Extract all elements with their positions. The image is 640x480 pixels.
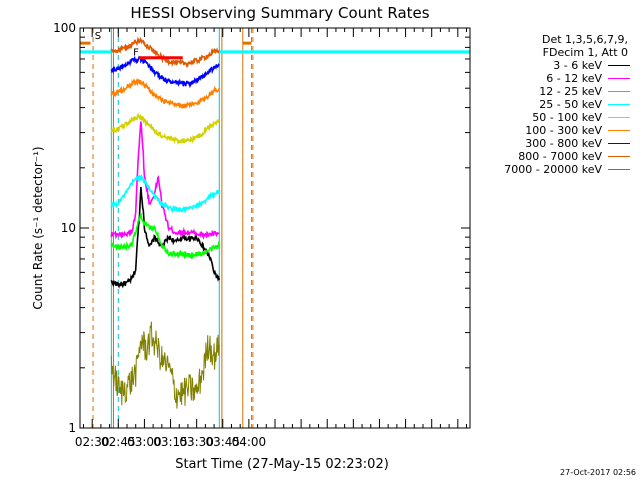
legend-swatch bbox=[608, 65, 630, 66]
legend-label: 12 - 25 keV bbox=[539, 85, 602, 98]
legend-swatch bbox=[608, 156, 630, 157]
annotation-layer: SF bbox=[80, 31, 470, 60]
legend-entry: 7000 - 20000 keV bbox=[470, 163, 630, 176]
series-line-3 bbox=[110, 173, 221, 214]
x-tick-label-0: 02:30 bbox=[75, 435, 110, 449]
legend-swatch bbox=[608, 91, 630, 92]
legend-label: 3 - 6 keV bbox=[553, 59, 602, 72]
flare-flag-label: F bbox=[133, 47, 139, 58]
chart-title: HESSI Observing Summary Count Rates bbox=[130, 4, 429, 22]
legend-swatch bbox=[608, 78, 630, 79]
legend-label: 800 - 7000 keV bbox=[518, 150, 602, 163]
series-line-8 bbox=[110, 321, 220, 409]
y-tick-label-0: 1 bbox=[68, 421, 76, 435]
legend-header-line-2: FDecim 1, Att 0 bbox=[542, 46, 628, 59]
series-line-0 bbox=[110, 186, 221, 289]
legend-entry: 100 - 300 keV bbox=[470, 124, 630, 137]
y-tick-label-2: 100 bbox=[53, 21, 76, 35]
legend-swatch bbox=[608, 143, 630, 144]
legend-label: 300 - 800 keV bbox=[525, 137, 602, 150]
x-axis-label: Start Time (27-May-15 02:23:02) bbox=[175, 457, 389, 472]
legend-entry: 3 - 6 keV bbox=[470, 59, 630, 72]
legend-swatch bbox=[608, 104, 630, 105]
time-interval-bands bbox=[92, 28, 254, 428]
legend-label: 100 - 300 keV bbox=[525, 124, 602, 137]
legend-swatch bbox=[608, 130, 630, 131]
x-tick-label-5: 03:45 bbox=[205, 435, 240, 449]
legend-header-line-1: Det 1,3,5,6,7,9, bbox=[541, 33, 628, 46]
legend-entries: 3 - 6 keV 6 - 12 keV 12 - 25 keV 25 - 50 ke… bbox=[470, 59, 630, 176]
series-line-1 bbox=[110, 121, 220, 241]
legend: Det 1,3,5,6,7,9, FDecim 1, Att 0 3 - 6 k… bbox=[470, 33, 630, 176]
legend-label: 6 - 12 keV bbox=[546, 72, 602, 85]
y-tick-label-1: 10 bbox=[61, 221, 76, 235]
x-tick-label-3: 03:15 bbox=[153, 435, 188, 449]
legend-swatch bbox=[608, 117, 630, 118]
legend-entry: 300 - 800 keV bbox=[470, 137, 630, 150]
legend-label: 25 - 50 keV bbox=[539, 98, 602, 111]
legend-label: 7000 - 20000 keV bbox=[504, 163, 602, 176]
series-layer bbox=[110, 36, 221, 409]
x-tick-label-2: 03:00 bbox=[127, 435, 162, 449]
series-line-4 bbox=[110, 112, 220, 146]
legend-entry: 12 - 25 keV bbox=[470, 85, 630, 98]
legend-entry: 50 - 100 keV bbox=[470, 111, 630, 124]
legend-label: 50 - 100 keV bbox=[532, 111, 602, 124]
legend-entry: 800 - 7000 keV bbox=[470, 150, 630, 163]
series-line-6 bbox=[110, 55, 220, 89]
legend-entry: 25 - 50 keV bbox=[470, 98, 630, 111]
x-tick-label-1: 02:45 bbox=[101, 435, 136, 449]
series-line-2 bbox=[110, 213, 221, 260]
timestamp: 27-Oct-2017 02:56 bbox=[560, 468, 636, 477]
legend-entry: 6 - 12 keV bbox=[470, 72, 630, 85]
y-axis-label: Count Rate (s⁻¹ detector⁻¹) bbox=[31, 146, 45, 309]
y-axis: 1 10 100 bbox=[53, 21, 470, 435]
x-tick-label-4: 03:30 bbox=[179, 435, 214, 449]
series-line-7 bbox=[110, 36, 221, 69]
x-tick-label-6: 04:00 bbox=[232, 435, 267, 449]
series-line-5 bbox=[110, 77, 221, 109]
saa-flag-label: S bbox=[95, 31, 101, 42]
legend-swatch bbox=[608, 169, 630, 170]
